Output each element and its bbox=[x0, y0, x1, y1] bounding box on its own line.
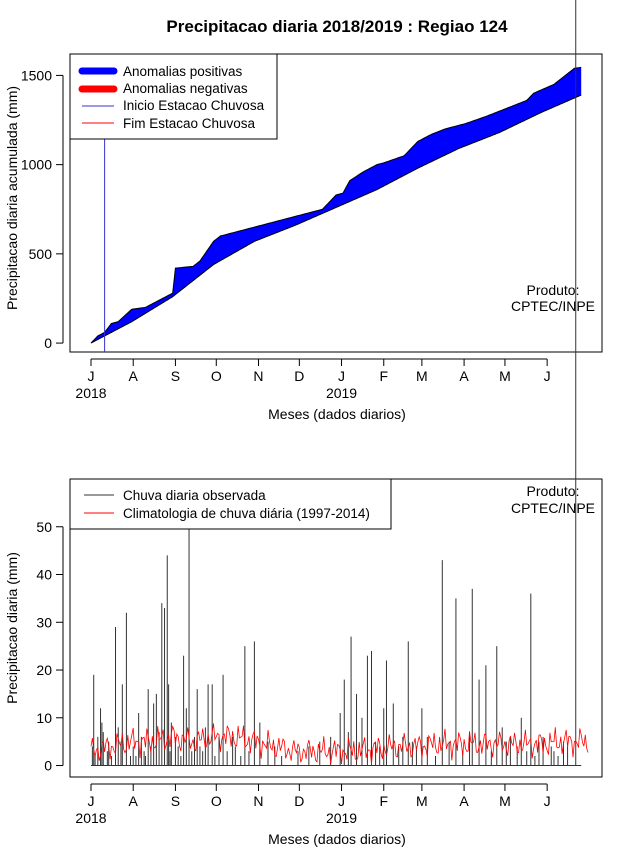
top-plot-frame bbox=[69, 53, 603, 353]
top-year-label: 2019 bbox=[326, 385, 357, 401]
legend-label-climatology: Climatologia de chuva diária (1997-2014) bbox=[123, 506, 370, 521]
top-y-axis-label: Precipitacao diaria acumulada (mm) bbox=[4, 86, 20, 310]
bottom-y-tick-label: 30 bbox=[36, 614, 52, 630]
top-product-label-line1: Produto: bbox=[527, 282, 580, 298]
bottom-product-label-line2: CPTEC/INPE bbox=[511, 500, 595, 516]
legend-label-negative: Anomalias negativas bbox=[123, 81, 248, 96]
legend-label-end: Fim Estacao Chuvosa bbox=[123, 116, 256, 131]
bottom-y-axis: 0 10 20 30 40 50 bbox=[36, 519, 64, 774]
bottom-x-tick-label: J bbox=[544, 793, 551, 809]
bottom-x-tick-label: M bbox=[499, 793, 511, 809]
top-y-axis: 0 500 1000 1500 bbox=[21, 67, 64, 351]
top-x-tick-label: A bbox=[129, 368, 139, 384]
bottom-x-tick-label: J bbox=[88, 793, 95, 809]
bottom-x-tick-label: F bbox=[379, 793, 388, 809]
top-year-label: 2018 bbox=[75, 385, 106, 401]
top-x-tick-label: F bbox=[379, 368, 388, 384]
climatology-line bbox=[90, 723, 589, 765]
top-y-tick-label: 500 bbox=[29, 246, 53, 262]
legend-label-positive: Anomalias positivas bbox=[123, 64, 243, 79]
top-y-tick-label: 1000 bbox=[21, 157, 52, 173]
bottom-y-tick-label: 50 bbox=[36, 519, 52, 535]
bottom-y-tick-label: 0 bbox=[44, 758, 52, 774]
bottom-product-label-line1: Produto: bbox=[527, 483, 580, 499]
bottom-y-axis-label: Precipitacao diaria (mm) bbox=[4, 552, 20, 704]
positive-anomaly-fill bbox=[91, 67, 582, 344]
chart-title: Precipitacao diaria 2018/2019 : Regiao 1… bbox=[166, 17, 508, 36]
legend-label-observed: Chuva diaria observada bbox=[123, 488, 266, 503]
bottom-y-tick-label: 20 bbox=[36, 662, 52, 678]
bottom-year-label: 2018 bbox=[75, 810, 106, 826]
legend-label-start: Inicio Estacao Chuvosa bbox=[123, 98, 265, 113]
bottom-x-tick-label: M bbox=[416, 793, 428, 809]
bottom-x-tick-label: N bbox=[253, 793, 263, 809]
top-x-tick-label: J bbox=[88, 368, 95, 384]
top-x-tick-label: J bbox=[544, 368, 551, 384]
top-x-tick-label: M bbox=[416, 368, 428, 384]
top-x-tick-label: J bbox=[338, 368, 345, 384]
top-y-tick-label: 1500 bbox=[21, 67, 52, 83]
top-x-tick-label: M bbox=[499, 368, 511, 384]
bottom-x-tick-label: A bbox=[459, 793, 469, 809]
bottom-legend: Chuva diaria observada Climatologia de c… bbox=[69, 478, 392, 530]
top-legend: Anomalias positivas Anomalias negativas … bbox=[69, 53, 278, 140]
bottom-y-tick-label: 40 bbox=[36, 567, 52, 583]
top-x-tick-label: D bbox=[294, 368, 304, 384]
top-x-tick-label: O bbox=[211, 368, 222, 384]
bottom-year-label: 2019 bbox=[326, 810, 357, 826]
bottom-x-tick-label: O bbox=[211, 793, 222, 809]
bottom-x-tick-label: D bbox=[294, 793, 304, 809]
climatology-daily-line bbox=[90, 723, 589, 765]
bottom-x-tick-label: J bbox=[338, 793, 345, 809]
bottom-x-tick-label: A bbox=[129, 793, 139, 809]
top-x-tick-label: A bbox=[459, 368, 469, 384]
climatology-accumulated-line bbox=[90, 94, 582, 344]
top-x-tick-label: S bbox=[171, 368, 180, 384]
bottom-legend-box bbox=[69, 478, 392, 530]
bottom-x-tick-label: S bbox=[171, 793, 180, 809]
top-x-tick-label: N bbox=[253, 368, 263, 384]
top-x-axis-label: Meses (dados diarios) bbox=[268, 406, 406, 422]
top-y-tick-label: 0 bbox=[44, 335, 52, 351]
bottom-y-tick-label: 10 bbox=[36, 710, 52, 726]
positive-anomaly-area bbox=[91, 67, 582, 344]
bottom-x-axis-label: Meses (dados diarios) bbox=[268, 831, 406, 847]
top-product-label-line2: CPTEC/INPE bbox=[511, 298, 595, 314]
observed-accumulated-line bbox=[90, 66, 582, 344]
